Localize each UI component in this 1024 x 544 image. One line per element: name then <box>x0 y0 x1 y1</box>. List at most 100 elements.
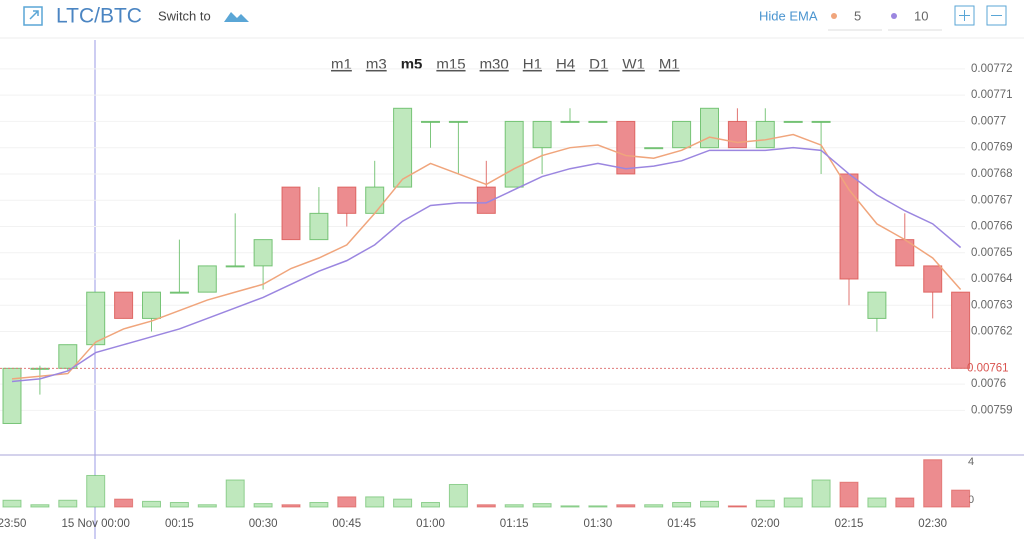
timeframe-button[interactable]: H1 <box>523 56 542 73</box>
x-tick-label: 23:50 <box>0 518 26 530</box>
switch-label[interactable]: Switch to <box>158 8 211 23</box>
switch-icon[interactable] <box>224 12 249 22</box>
volume-bar <box>309 501 329 508</box>
x-tick-label: 02:30 <box>918 518 947 530</box>
volume-bar <box>895 497 915 508</box>
x-tick-label: 00:30 <box>249 518 278 530</box>
volume-bar <box>923 459 943 508</box>
candle-body <box>476 186 496 214</box>
timeframe-button[interactable]: m1 <box>331 56 352 73</box>
candle-body <box>365 186 385 214</box>
volume-bar <box>142 500 161 508</box>
volume-bar <box>393 498 413 508</box>
volume-bar <box>476 504 496 508</box>
candle-body <box>867 291 887 319</box>
volume-bar <box>448 483 468 508</box>
ema-line <box>11 133 962 380</box>
volume-bar <box>672 501 692 508</box>
zoom-out[interactable] <box>986 5 1007 26</box>
y-tick-label: 0.00767 <box>971 194 1013 206</box>
volume-bar <box>616 504 636 508</box>
candle-body <box>197 265 217 293</box>
volume-bar <box>86 474 106 508</box>
volume-bar <box>225 479 245 508</box>
ema-line <box>11 146 962 383</box>
volume-bar <box>421 501 440 508</box>
volume-bar <box>253 503 273 508</box>
x-tick-label: 02:00 <box>751 518 780 530</box>
y-tick-label: 0.00765 <box>971 247 1013 259</box>
candle-body <box>672 120 692 149</box>
volume-bar <box>867 497 887 508</box>
y-tick-label: 0.0076 <box>971 378 1006 390</box>
volume-tick-label: 0 <box>968 494 974 506</box>
candle-body <box>309 212 329 241</box>
x-tick-label: 02:15 <box>835 518 864 530</box>
ema-toggle[interactable]: Hide EMA <box>759 8 818 23</box>
candle-body <box>616 120 636 175</box>
candle-body <box>755 120 775 149</box>
timeframe-button[interactable]: W1 <box>622 56 645 73</box>
y-tick-label: 0.0077 <box>971 115 1006 127</box>
x-tick-label: 01:30 <box>584 518 613 530</box>
x-tick-label: 00:15 <box>165 518 194 530</box>
legend-swatch <box>891 13 897 19</box>
candle-body <box>923 265 943 293</box>
y-tick-label: 0.00759 <box>971 404 1013 416</box>
candle-body <box>142 291 161 319</box>
candle-body <box>448 120 468 123</box>
volume-bar <box>811 479 831 508</box>
y-tick-label: 0.00762 <box>971 326 1013 338</box>
expand-icon[interactable] <box>23 6 43 26</box>
x-tick-label: 00:45 <box>332 518 361 530</box>
volume-bar <box>114 498 134 508</box>
volume-bar <box>365 496 385 508</box>
candle-body <box>811 120 831 123</box>
pair-title: LTC/BTC <box>56 5 142 28</box>
timeframe-button[interactable]: m15 <box>436 56 465 73</box>
volume-bar <box>644 504 664 508</box>
candle-body <box>253 239 273 267</box>
x-tick-label: 15 Nov 00:00 <box>61 518 129 530</box>
candle-body <box>337 186 357 214</box>
candle-body <box>783 120 803 123</box>
volume-bar <box>700 500 719 508</box>
x-tick-label: 01:45 <box>667 518 696 530</box>
y-tick-label: 0.00771 <box>971 89 1013 101</box>
candle-body <box>727 120 747 149</box>
timeframe-button[interactable]: D1 <box>589 56 608 73</box>
timeframe-button[interactable]: H4 <box>556 56 575 73</box>
candle-body <box>644 147 664 150</box>
candle-body <box>281 186 301 241</box>
volume-tick-label: 4 <box>968 456 974 468</box>
candle-body <box>532 120 552 149</box>
candle-body <box>114 291 134 319</box>
volume-bar <box>560 505 580 508</box>
x-tick-label: 01:15 <box>500 518 529 530</box>
candle-body <box>225 265 245 268</box>
volume-bar <box>588 505 608 508</box>
candle-body <box>169 291 189 294</box>
volume-bar <box>197 504 217 508</box>
legend-label: 5 <box>854 8 861 23</box>
timeframe-button[interactable]: m30 <box>480 56 509 73</box>
candle-body <box>700 107 719 149</box>
candle-body <box>504 120 524 188</box>
volume-bar <box>755 499 775 508</box>
timeframe-button[interactable]: m5 <box>401 56 423 73</box>
y-tick-label: 0.00763 <box>971 299 1013 311</box>
volume-bar <box>169 501 189 508</box>
legend-label: 10 <box>914 8 928 23</box>
candle-body <box>588 120 608 123</box>
volume-bar <box>504 504 524 508</box>
x-tick-label: 01:00 <box>416 518 445 530</box>
timeframe-button[interactable]: m3 <box>366 56 387 73</box>
candle-body <box>951 291 971 369</box>
volume-bar <box>337 496 357 508</box>
candle-body <box>58 344 78 369</box>
y-tick-label: 0.00764 <box>971 273 1013 285</box>
zoom-in[interactable] <box>954 5 975 26</box>
timeframe-button[interactable]: M1 <box>659 56 680 73</box>
